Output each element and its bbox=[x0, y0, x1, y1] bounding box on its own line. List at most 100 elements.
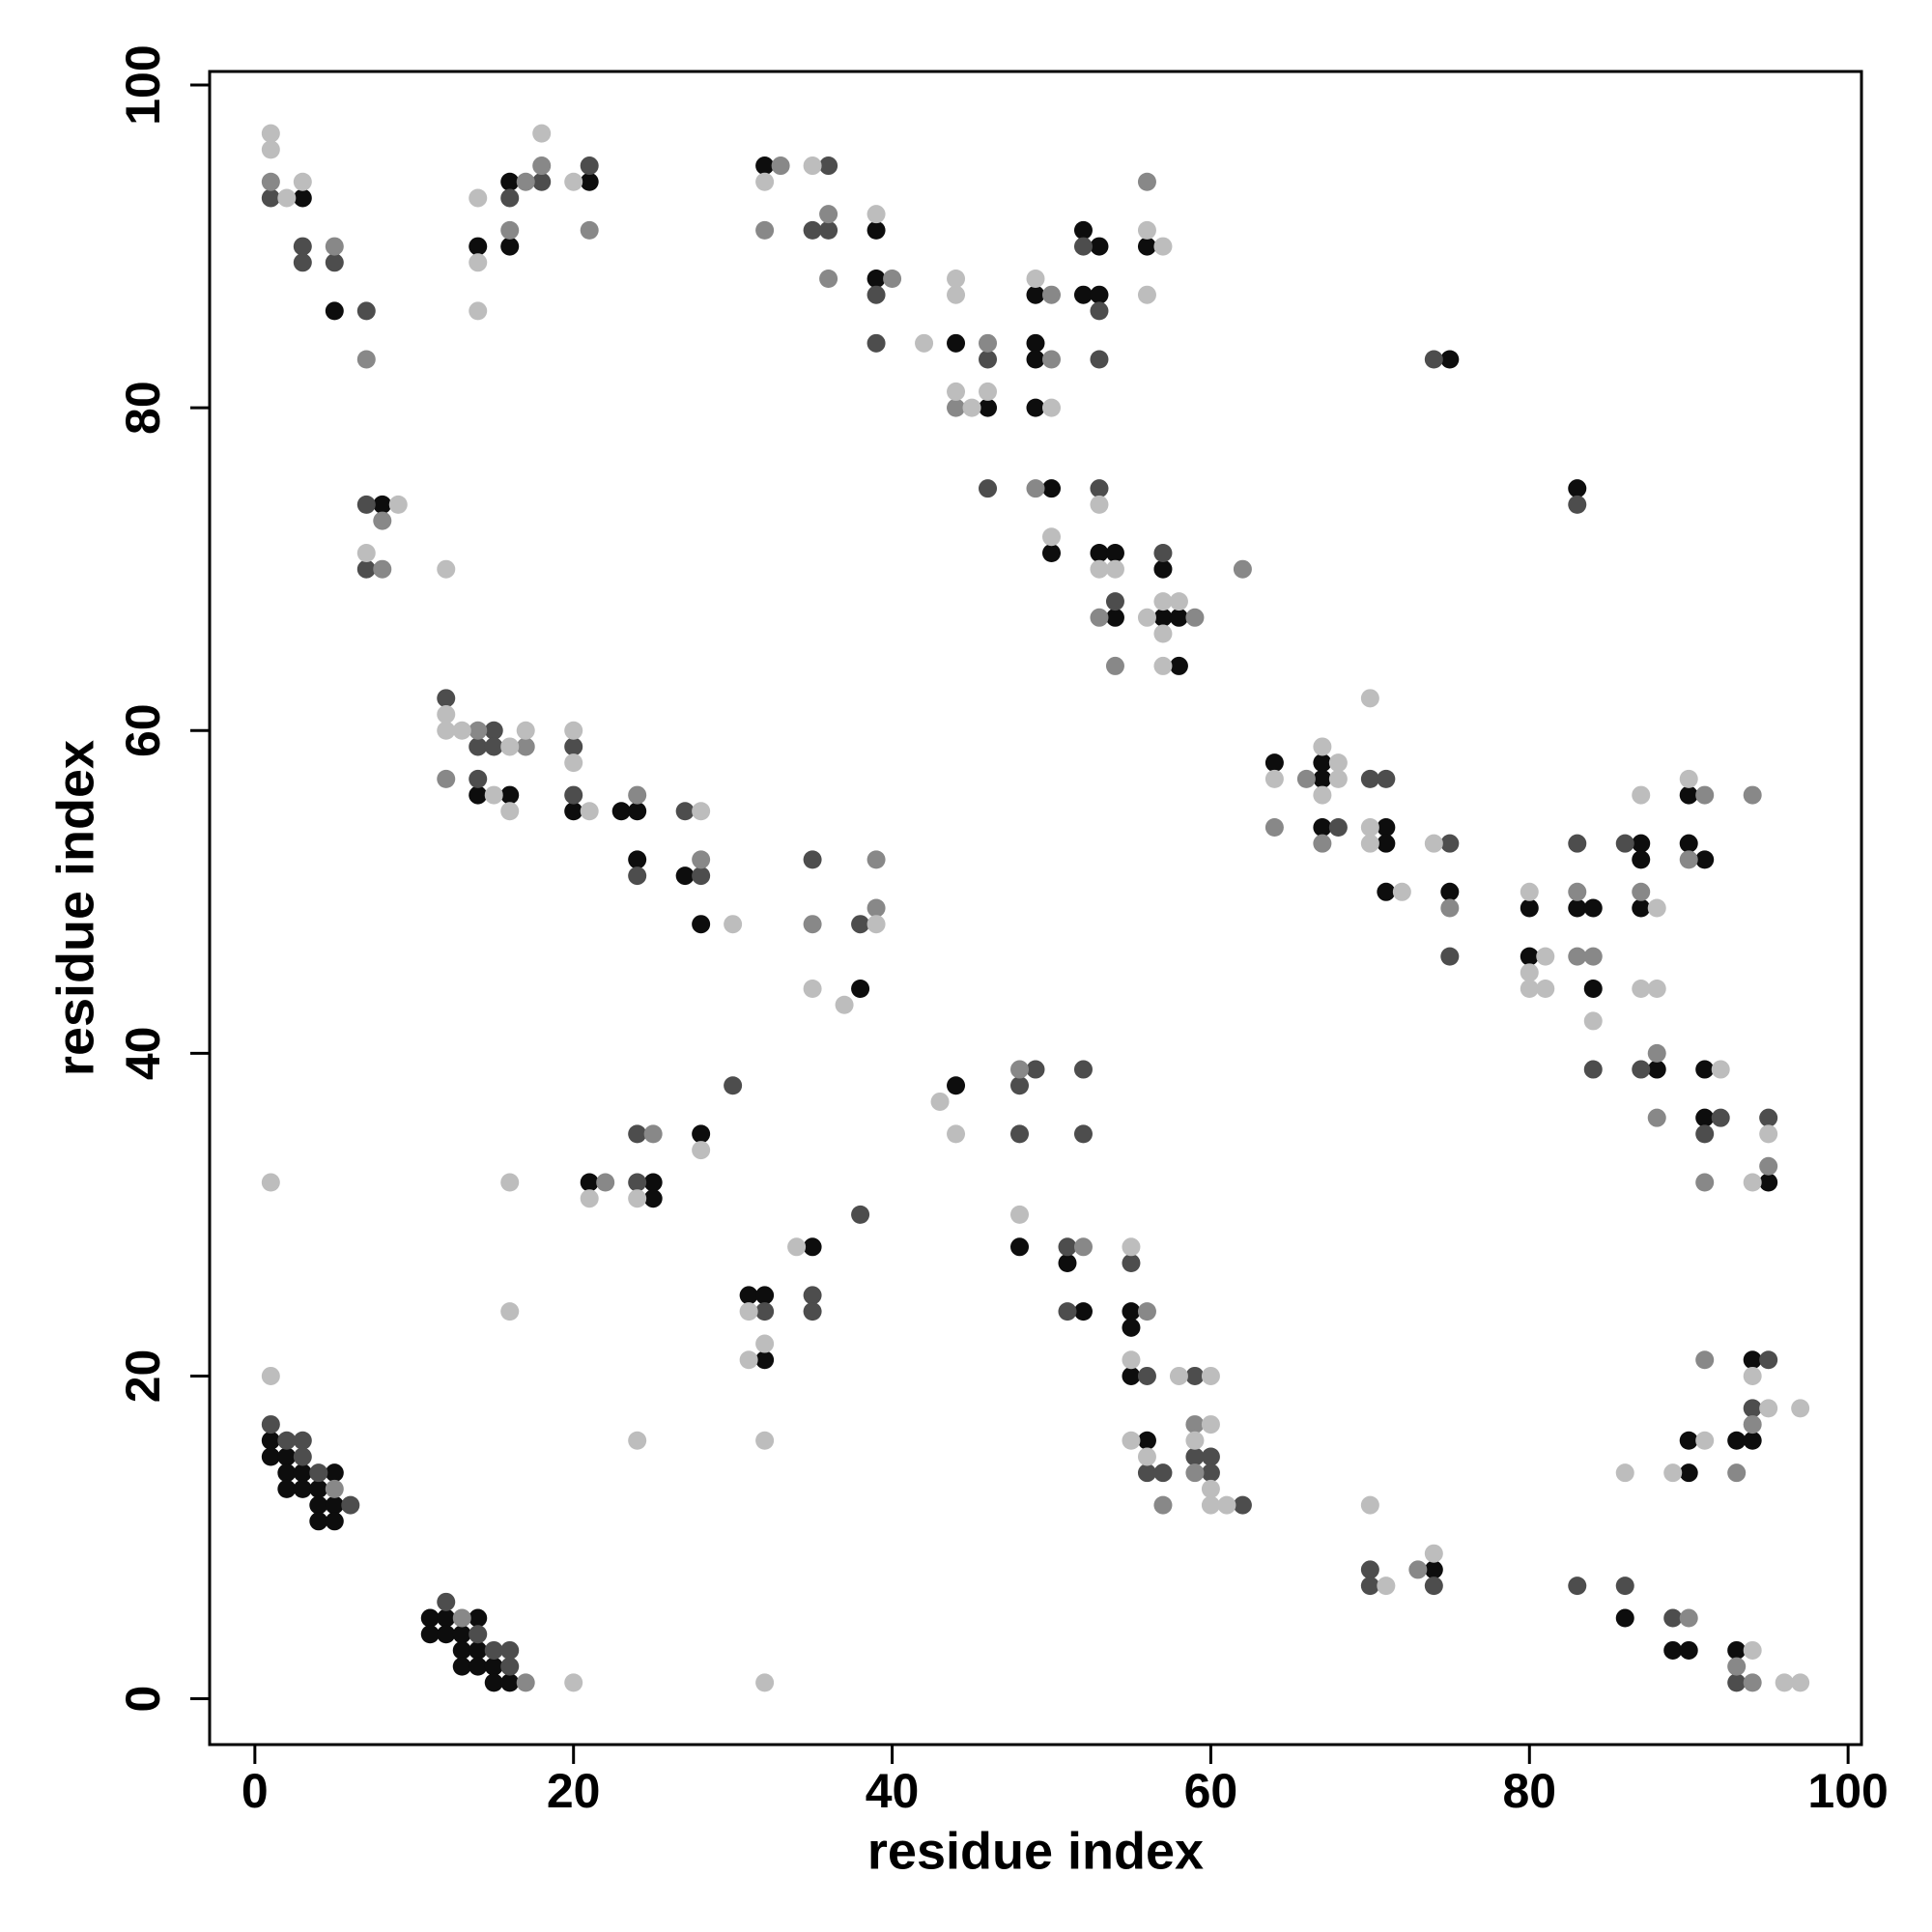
point bbox=[628, 867, 647, 886]
point bbox=[309, 1479, 328, 1498]
point bbox=[628, 1431, 647, 1450]
point bbox=[1090, 608, 1109, 627]
point bbox=[1090, 237, 1109, 256]
x-axis-label: residue index bbox=[867, 1822, 1204, 1880]
point bbox=[1105, 608, 1124, 627]
point bbox=[947, 269, 966, 288]
point bbox=[1041, 543, 1061, 562]
plot-frame bbox=[208, 70, 1863, 1747]
point bbox=[580, 156, 599, 176]
point bbox=[771, 156, 790, 176]
point bbox=[947, 333, 966, 353]
point bbox=[979, 398, 998, 417]
point bbox=[356, 350, 376, 369]
point bbox=[755, 1302, 775, 1321]
point bbox=[532, 156, 552, 176]
point bbox=[261, 1431, 280, 1450]
point bbox=[484, 1657, 503, 1676]
point bbox=[1058, 1237, 1077, 1257]
point bbox=[1313, 769, 1332, 788]
x-tick-label: 80 bbox=[1502, 1764, 1556, 1818]
point bbox=[1122, 1366, 1141, 1385]
point bbox=[500, 172, 520, 191]
point bbox=[1026, 333, 1045, 353]
point bbox=[1041, 350, 1061, 369]
point bbox=[1201, 1366, 1220, 1385]
point bbox=[1520, 947, 1539, 966]
point bbox=[1137, 285, 1156, 304]
point bbox=[1264, 817, 1284, 837]
point bbox=[643, 1124, 663, 1144]
point bbox=[643, 1173, 663, 1192]
point bbox=[437, 721, 456, 740]
point bbox=[1185, 1447, 1205, 1466]
point bbox=[277, 1431, 297, 1450]
point bbox=[356, 495, 376, 514]
point bbox=[1073, 1124, 1093, 1144]
point bbox=[1313, 834, 1332, 853]
point bbox=[484, 785, 503, 805]
point bbox=[803, 1302, 822, 1321]
point bbox=[1169, 1366, 1188, 1385]
point bbox=[452, 1608, 471, 1628]
point bbox=[1791, 1673, 1810, 1692]
point bbox=[469, 1625, 488, 1644]
point bbox=[261, 1173, 280, 1192]
point bbox=[1520, 980, 1539, 999]
point bbox=[452, 721, 471, 740]
point bbox=[1695, 1108, 1715, 1127]
point bbox=[1264, 753, 1284, 773]
point bbox=[1185, 608, 1205, 627]
point bbox=[1328, 769, 1348, 788]
point bbox=[755, 172, 775, 191]
point bbox=[388, 495, 408, 514]
point bbox=[1090, 479, 1109, 498]
point bbox=[564, 737, 583, 756]
point bbox=[1217, 1495, 1236, 1515]
point bbox=[469, 769, 488, 788]
point bbox=[1663, 1463, 1683, 1483]
point bbox=[261, 172, 280, 191]
point bbox=[261, 124, 280, 143]
point bbox=[1695, 1124, 1715, 1144]
point bbox=[1377, 817, 1396, 837]
point bbox=[1090, 543, 1109, 562]
point bbox=[484, 737, 503, 756]
point bbox=[1632, 834, 1651, 853]
point bbox=[1440, 834, 1460, 853]
point bbox=[675, 867, 695, 886]
point bbox=[1201, 1415, 1220, 1435]
point bbox=[564, 753, 583, 773]
point bbox=[803, 980, 822, 999]
point bbox=[915, 333, 934, 353]
point bbox=[1695, 785, 1715, 805]
point bbox=[1679, 1640, 1698, 1660]
point bbox=[373, 495, 392, 514]
point bbox=[261, 140, 280, 159]
point bbox=[420, 1625, 440, 1644]
point bbox=[1727, 1673, 1747, 1692]
point bbox=[979, 350, 998, 369]
point bbox=[516, 737, 535, 756]
point bbox=[1041, 527, 1061, 547]
point bbox=[356, 301, 376, 321]
point bbox=[1663, 1608, 1683, 1628]
point bbox=[1568, 1577, 1587, 1596]
point bbox=[947, 285, 966, 304]
point bbox=[1185, 1366, 1205, 1385]
point bbox=[1679, 769, 1698, 788]
point bbox=[564, 721, 583, 740]
point bbox=[692, 802, 711, 821]
point bbox=[1520, 898, 1539, 918]
point bbox=[484, 721, 503, 740]
point bbox=[1090, 285, 1109, 304]
point bbox=[1615, 1608, 1634, 1628]
y-tick-label: 40 bbox=[116, 1027, 170, 1081]
point bbox=[1615, 1577, 1634, 1596]
point bbox=[1137, 172, 1156, 191]
point bbox=[867, 898, 886, 918]
point bbox=[1153, 592, 1173, 611]
point bbox=[675, 802, 695, 821]
point bbox=[1153, 559, 1173, 579]
point bbox=[692, 867, 711, 886]
